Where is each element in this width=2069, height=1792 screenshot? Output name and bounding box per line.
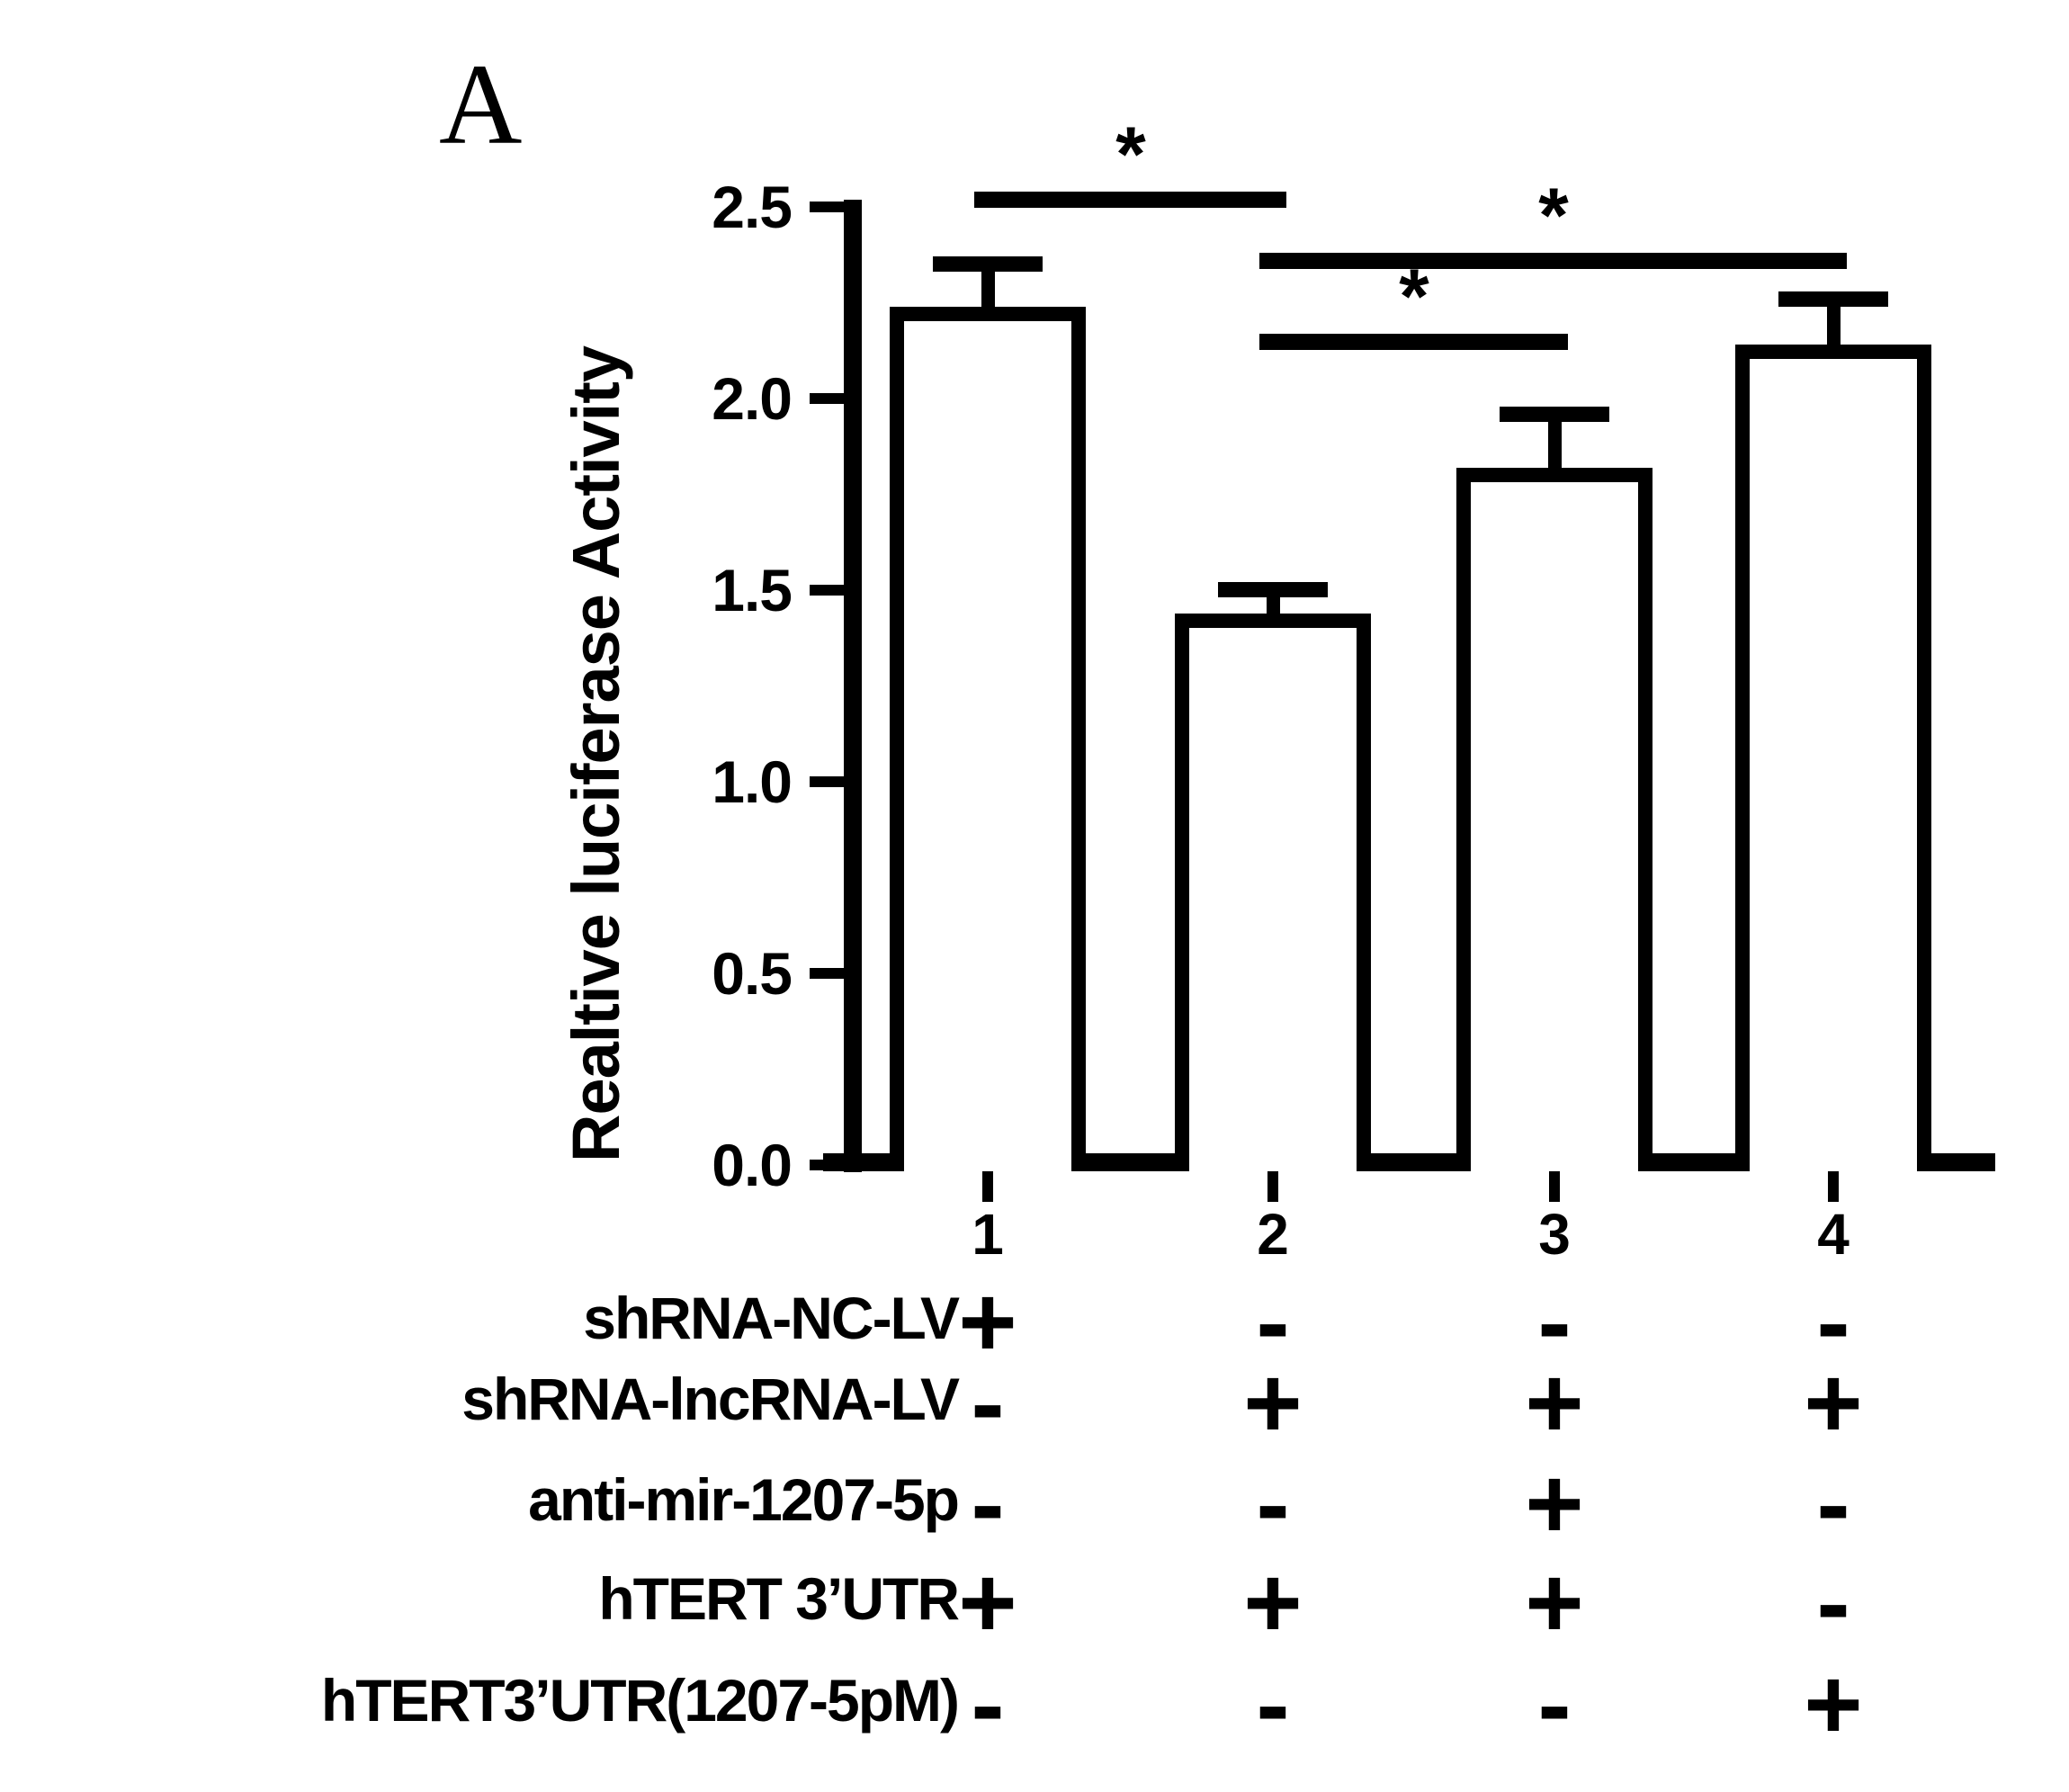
bar: [890, 307, 1086, 1171]
y-tick-label: 0.0: [712, 1132, 793, 1198]
y-tick: [810, 968, 844, 979]
condition-sign: -: [1537, 1266, 1572, 1378]
condition-sign: -: [971, 1347, 1005, 1459]
condition-label: hTERT3’UTR(1207-5pM): [320, 1667, 960, 1734]
y-tick: [810, 585, 844, 596]
error-bar-cap: [1500, 407, 1609, 422]
significance-star: *: [1399, 254, 1429, 340]
condition-sign: +: [1804, 1648, 1863, 1761]
condition-label: shRNA-NC-LV: [583, 1285, 960, 1351]
bar: [1735, 345, 1931, 1171]
error-bar-stem: [1548, 422, 1562, 473]
category-label: 2: [1257, 1202, 1289, 1267]
y-tick: [810, 202, 844, 212]
category-label: 1: [972, 1202, 1004, 1267]
condition-sign: +: [1525, 1447, 1584, 1560]
error-bar-stem: [981, 272, 995, 311]
error-bar-cap: [933, 256, 1043, 272]
condition-sign: -: [1256, 1648, 1290, 1761]
y-tick: [810, 393, 844, 404]
condition-sign: -: [1537, 1648, 1572, 1761]
category-label: 4: [1817, 1202, 1850, 1267]
condition-label: shRNA-lncRNA-LV: [461, 1366, 960, 1432]
y-tick-label: 2.5: [712, 174, 793, 240]
x-tick: [1828, 1171, 1839, 1202]
bar: [1456, 468, 1653, 1171]
condition-sign: -: [971, 1447, 1005, 1560]
condition-sign: -: [1816, 1266, 1850, 1378]
error-bar-stem: [1827, 307, 1841, 351]
x-axis-line: [823, 1153, 1995, 1171]
condition-label: anti-mir-1207-5p: [528, 1466, 960, 1533]
panel-label: A: [439, 40, 523, 168]
y-tick-label: 1.5: [712, 557, 793, 623]
condition-sign: +: [1525, 1347, 1584, 1459]
y-tick-label: 2.0: [712, 365, 793, 432]
condition-sign: -: [1816, 1546, 1850, 1659]
y-tick: [810, 776, 844, 787]
condition-sign: -: [971, 1648, 1005, 1761]
condition-sign: +: [1525, 1546, 1584, 1659]
x-tick: [1549, 1171, 1560, 1202]
significance-line: [1259, 334, 1568, 350]
condition-sign: +: [1243, 1347, 1303, 1459]
significance-line: [1259, 253, 1847, 269]
condition-label: hTERT 3’UTR: [598, 1565, 960, 1632]
category-label: 3: [1538, 1202, 1571, 1267]
significance-star: *: [1538, 173, 1569, 259]
error-bar-cap: [1218, 582, 1328, 597]
condition-sign: +: [1804, 1347, 1863, 1459]
error-bar-stem: [1267, 597, 1280, 618]
condition-sign: -: [1816, 1447, 1850, 1560]
condition-sign: +: [958, 1546, 1017, 1659]
y-axis-line: [844, 200, 862, 1172]
significance-star: *: [1115, 112, 1146, 198]
bar: [1175, 614, 1371, 1171]
x-tick: [982, 1171, 993, 1202]
y-tick-label: 0.5: [712, 940, 793, 1007]
condition-sign: +: [1243, 1546, 1303, 1659]
x-tick: [1267, 1171, 1278, 1202]
condition-sign: +: [958, 1266, 1017, 1378]
significance-line: [974, 192, 1286, 208]
condition-sign: -: [1256, 1447, 1290, 1560]
y-tick: [810, 1160, 844, 1170]
y-tick-label: 1.0: [712, 748, 793, 815]
condition-sign: -: [1256, 1266, 1290, 1378]
error-bar-cap: [1778, 291, 1888, 307]
